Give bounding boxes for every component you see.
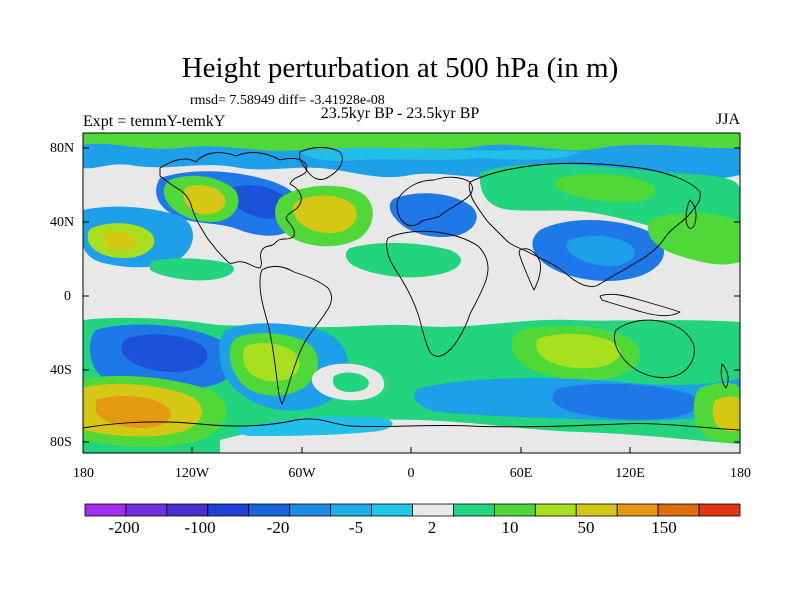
- colorbar-label-6: 50: [577, 518, 595, 537]
- contour-field: [83, 133, 740, 453]
- colorbar-box-14: [657, 503, 700, 517]
- coastline-indonesia: [599, 293, 681, 317]
- stats-label: rmsd= 7.58949 diff= -3.41928e-08: [190, 93, 385, 108]
- contour-namerica-darkblue: [229, 185, 288, 219]
- coastline-new-zealand: [720, 363, 729, 389]
- lat-label-80s: 80S: [50, 435, 72, 450]
- colorbar-box-4: [248, 503, 291, 517]
- contour-sindian-darkblue: [552, 383, 699, 420]
- coastline-greenland: [299, 147, 343, 180]
- contour-natlantic-yellow: [293, 195, 357, 234]
- contour-eq-green-2: [345, 242, 461, 278]
- contour-asia-lightgreen: [554, 173, 656, 202]
- contour-eq-green-1: [150, 258, 234, 281]
- subtitle: 23.5kyr BP - 23.5kyr BP: [320, 105, 480, 122]
- colorbar: [84, 503, 741, 517]
- contour-satlantic-yellow: [243, 343, 300, 382]
- contour-se-yellow: [712, 396, 740, 432]
- colorbar-box-11: [534, 503, 577, 517]
- lat-label-40s: 40S: [50, 363, 72, 378]
- lon-label-60e: 60E: [509, 466, 533, 481]
- colorbar-box-7: [371, 503, 413, 517]
- coastline-asia: [468, 162, 701, 287]
- colorbar-box-5: [289, 503, 332, 517]
- lat-label-eq: 0: [64, 289, 71, 304]
- coastline-india: [518, 248, 541, 291]
- lat-ticks: [83, 147, 740, 443]
- lon-label-0: 0: [407, 466, 415, 481]
- colorbar-box-10: [493, 503, 536, 517]
- expt-label: Expt = temmY-temkY: [83, 113, 226, 130]
- season-label: JJA: [716, 111, 741, 128]
- lon-label-120e: 120E: [615, 466, 645, 481]
- contour-tasman-green: [684, 323, 740, 375]
- colorbar-label-7: 150: [651, 518, 677, 537]
- lat-label-80n: 80N: [50, 141, 75, 156]
- colorbar-label-2: -20: [266, 518, 290, 537]
- contour-europe-blue: [389, 193, 477, 238]
- colorbar-box-15: [698, 503, 741, 517]
- contour-wpacific-yellow: [102, 231, 137, 251]
- contour-spacific-darkblue: [121, 334, 208, 372]
- colorbar-box-13: [616, 503, 659, 517]
- contour-band-arctic-green: [83, 133, 740, 152]
- colorbar-box-8: [412, 503, 454, 517]
- lon-label-180w: 180: [73, 466, 94, 481]
- colorbar-box-0: [84, 503, 127, 517]
- colorbar-box-9: [453, 503, 495, 517]
- coastline-japan: [685, 199, 697, 229]
- lon-ticks: [82, 447, 741, 453]
- colorbar-label-0: -200: [108, 518, 140, 537]
- lon-label-120w: 120W: [174, 466, 210, 481]
- colorbar-box-6: [330, 503, 372, 517]
- contour-antarctic-lightblue: [236, 416, 393, 436]
- lon-label-180e: 180: [730, 466, 751, 481]
- colorbar-box-3: [207, 503, 250, 517]
- coastline-australia: [614, 319, 695, 379]
- contour-asia-lightblue: [566, 235, 635, 266]
- colorbar-box-1: [125, 503, 168, 517]
- coastline-europe: [396, 176, 473, 227]
- contour-swpacific-orange: [96, 395, 171, 428]
- coastline-north-america: [159, 152, 308, 269]
- contour-arctic-lightblue: [300, 147, 580, 161]
- colorbar-label-4: 2: [427, 518, 437, 537]
- contour-satlantic-green-core: [332, 372, 369, 392]
- contour-npacific-yellow: [183, 185, 226, 215]
- colorbar-label-3: -5: [348, 518, 364, 537]
- coastlines: [83, 147, 740, 431]
- lon-label-60w: 60W: [288, 466, 316, 481]
- contour-sindian-yellow: [536, 333, 621, 369]
- contour-nwpacific-green: [648, 212, 740, 265]
- colorbar-box-12: [575, 503, 618, 517]
- coastline-south-america: [259, 265, 333, 405]
- figure-title: Height perturbation at 500 hPa (in m): [181, 52, 619, 84]
- colorbar-box-2: [166, 503, 209, 517]
- lat-label-40n: 40N: [50, 215, 75, 230]
- coastline-africa: [386, 230, 489, 357]
- colorbar-label-5: 10: [501, 518, 519, 537]
- coastline-antarctica: [83, 418, 740, 431]
- colorbar-label-1: -100: [184, 518, 216, 537]
